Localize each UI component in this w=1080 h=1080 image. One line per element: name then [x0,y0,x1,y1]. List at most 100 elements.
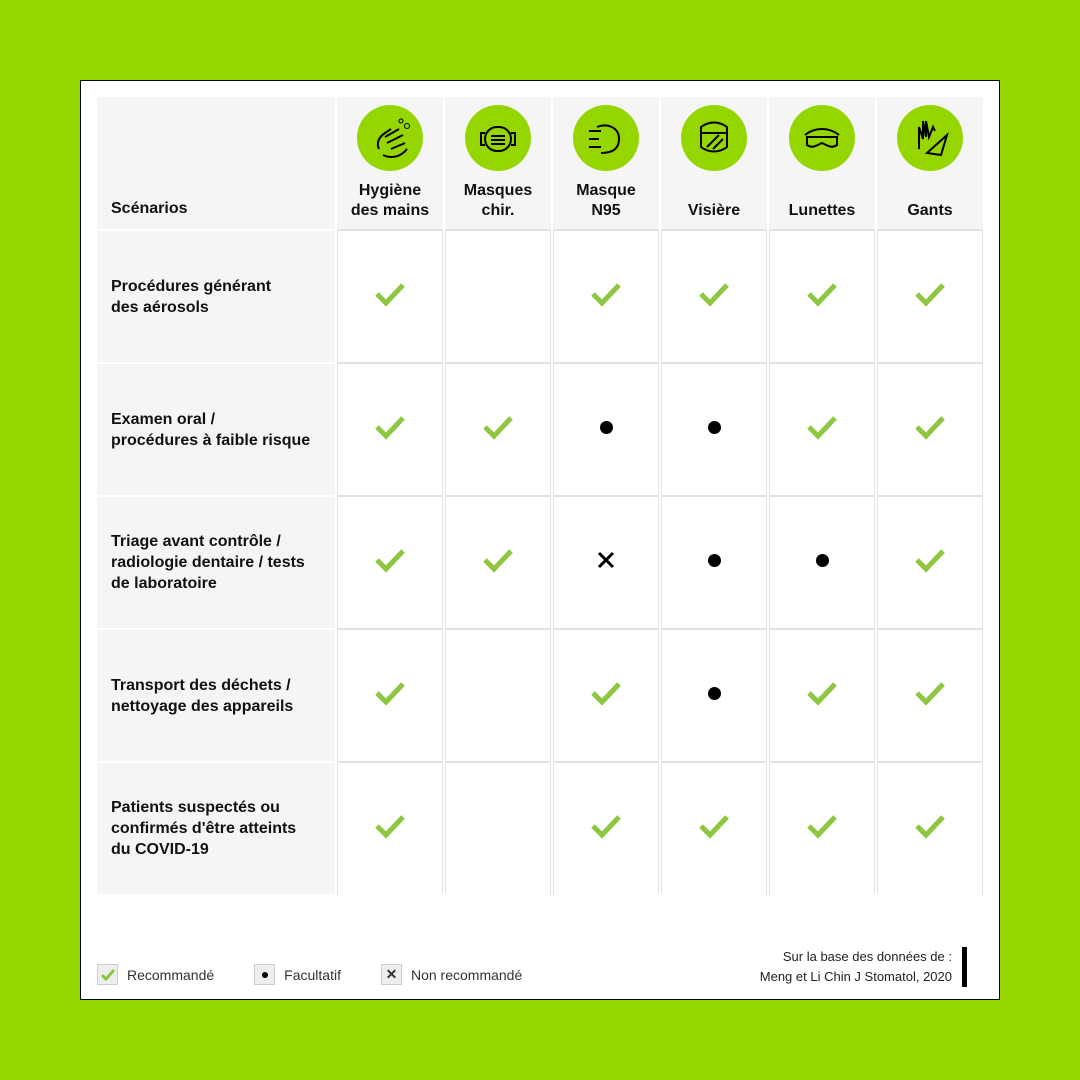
scenario-label: Procédures générant des aérosols [97,229,335,362]
check-icon [375,549,405,573]
scenario-line: Triage avant contrôle / [111,533,281,550]
hand-wash-icon [357,105,423,171]
check-icon [591,815,621,839]
scenario-label: Transport des déchets / nettoyage des app… [97,628,335,761]
check-icon [591,682,621,706]
source-line: Sur la base des données de : [782,949,952,964]
cell-masques-chir [445,362,551,495]
check-icon [915,815,945,839]
dot-icon [599,420,613,434]
scenario-line: nettoyage des appareils [111,697,294,715]
cross-icon: ✕ [380,964,402,985]
check-icon [97,964,118,985]
column-label: Masques [463,182,533,199]
check-icon [375,682,405,706]
cell-masque-n95 [553,628,659,761]
column-label: Gants [907,202,953,219]
check-icon [807,815,837,839]
cell-masques-chir [445,229,551,362]
cell-masque-n95 [553,761,659,894]
cell-hygiene-des-mains [337,761,443,894]
cell-lunettes [769,761,875,894]
cell-masque-n95 [553,229,659,362]
source-line: Meng et Li Chin J Stomatol, 2020 [759,969,952,984]
cell-visiere [661,495,767,628]
check-icon [483,549,513,573]
cell-gants [877,362,983,495]
cell-gants [877,761,983,894]
dot-icon [707,420,721,434]
cell-hygiene-des-mains [337,362,443,495]
scenario-line: du COVID-19 [111,841,209,858]
legend-label: Facultatif [284,966,341,983]
column-label: chir. [481,202,515,219]
face-shield-icon [681,105,747,171]
gloves-icon [897,105,963,171]
cell-lunettes [769,229,875,362]
cell-lunettes [769,628,875,761]
column-label [877,181,983,201]
source-note: Sur la base des données de : Meng et Li C… [760,947,967,987]
cell-hygiene-des-mains [337,628,443,761]
legend-recommended: Recommandé [97,964,214,985]
column-header-masques-chir: Masques chir. [445,97,551,229]
column-label: N95 [591,202,621,219]
table-row: Triage avant contrôle / radiologie dentai… [97,495,983,628]
check-icon [915,283,945,307]
cell-visiere [661,229,767,362]
table-row: Transport des déchets / nettoyage des app… [97,628,983,761]
check-icon [483,416,513,440]
legend-label: Non recommandé [410,966,523,983]
scenarios-header: Scénarios [97,97,335,229]
scenario-label: Triage avant contrôle / radiologie dentai… [97,495,335,628]
scenario-line: confirmés d'être atteints [111,820,297,837]
cell-gants [877,628,983,761]
cross-icon [597,551,615,569]
dot-icon [707,553,721,567]
table-row: Procédures générant des aérosols [97,229,983,362]
cell-visiere [661,628,767,761]
column-header-visiere: Visière [661,97,767,229]
column-label: des mains [350,202,430,219]
cell-masques-chir [445,761,551,894]
scenario-line: procédures à faible risque [111,431,311,449]
cell-hygiene-des-mains [337,229,443,362]
column-header-hygiene-des-mains: Hygiène des mains [337,97,443,229]
check-icon [375,815,405,839]
column-label: Lunettes [788,202,856,219]
scenario-label: Examen oral / procédures à faible risque [97,362,335,495]
n95-mask-icon [573,105,639,171]
ppe-table: Scénarios Hygiène des mains Masques chir. Mas… [95,97,985,894]
scenario-line: de laboratoire [111,575,217,592]
scenario-line: Transport des déchets / [111,676,291,694]
column-label: Visière [687,202,741,219]
column-label: Masque [576,182,636,199]
check-icon [591,283,621,307]
scenario-line: Procédures générant [111,277,272,295]
check-icon [807,416,837,440]
goggles-icon [789,105,855,171]
cell-masque-n95 [553,362,659,495]
column-header-masque-n95: Masque N95 [553,97,659,229]
cell-masques-chir [445,628,551,761]
cell-masque-n95 [553,495,659,628]
cell-gants [877,495,983,628]
legend-label: Recommandé [127,966,215,983]
scenario-label: Patients suspectés ou confirmés d'être at… [97,761,335,894]
legend-not-recommended: ✕ Non recommandé [380,964,523,985]
legend-optional: Facultatif [254,964,341,985]
cell-masques-chir [445,495,551,628]
table-row: Patients suspectés ou confirmés d'être at… [97,761,983,894]
check-icon [699,815,729,839]
check-icon [699,283,729,307]
cell-gants [877,229,983,362]
scenario-line: radiologie dentaire / tests [111,554,305,571]
column-header-gants: Gants [877,97,983,229]
check-icon [807,283,837,307]
dot-icon [815,553,829,567]
surgical-mask-icon [465,105,531,171]
column-label [769,181,875,201]
cell-visiere [661,362,767,495]
check-icon [915,549,945,573]
legend: Recommandé Facultatif ✕ Non recommandé [97,964,562,985]
